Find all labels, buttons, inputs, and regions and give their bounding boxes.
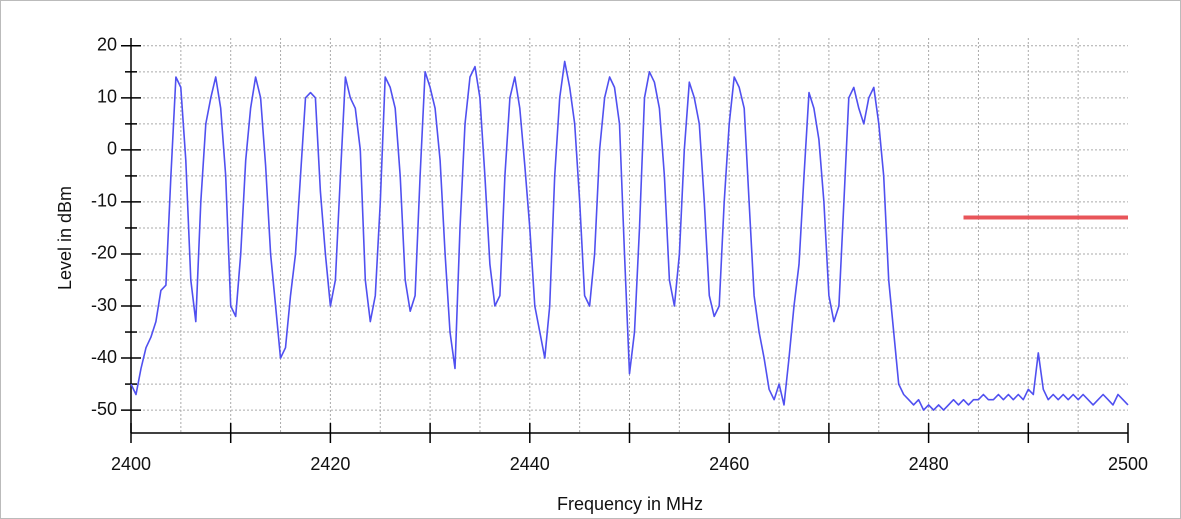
y-tick-label: -50 xyxy=(91,399,117,419)
y-axis-title: Level in dBm xyxy=(55,186,75,290)
y-tick-label: -20 xyxy=(91,243,117,263)
x-tick-label: 2460 xyxy=(709,454,749,474)
x-tick-label: 2400 xyxy=(111,454,151,474)
y-tick-label: -10 xyxy=(91,191,117,211)
x-axis-title: Frequency in MHz xyxy=(557,494,703,514)
y-tick-label: -30 xyxy=(91,295,117,315)
x-tick-label: 2480 xyxy=(909,454,949,474)
y-tick-label: 10 xyxy=(97,87,117,107)
y-tick-label: -40 xyxy=(91,347,117,367)
x-tick-label: 2500 xyxy=(1108,454,1148,474)
y-tick-label: 20 xyxy=(97,35,117,55)
trace xyxy=(130,60,1129,411)
x-tick-label: 2420 xyxy=(310,454,350,474)
x-tick-label: 2440 xyxy=(510,454,550,474)
y-tick-label: 0 xyxy=(107,139,117,159)
